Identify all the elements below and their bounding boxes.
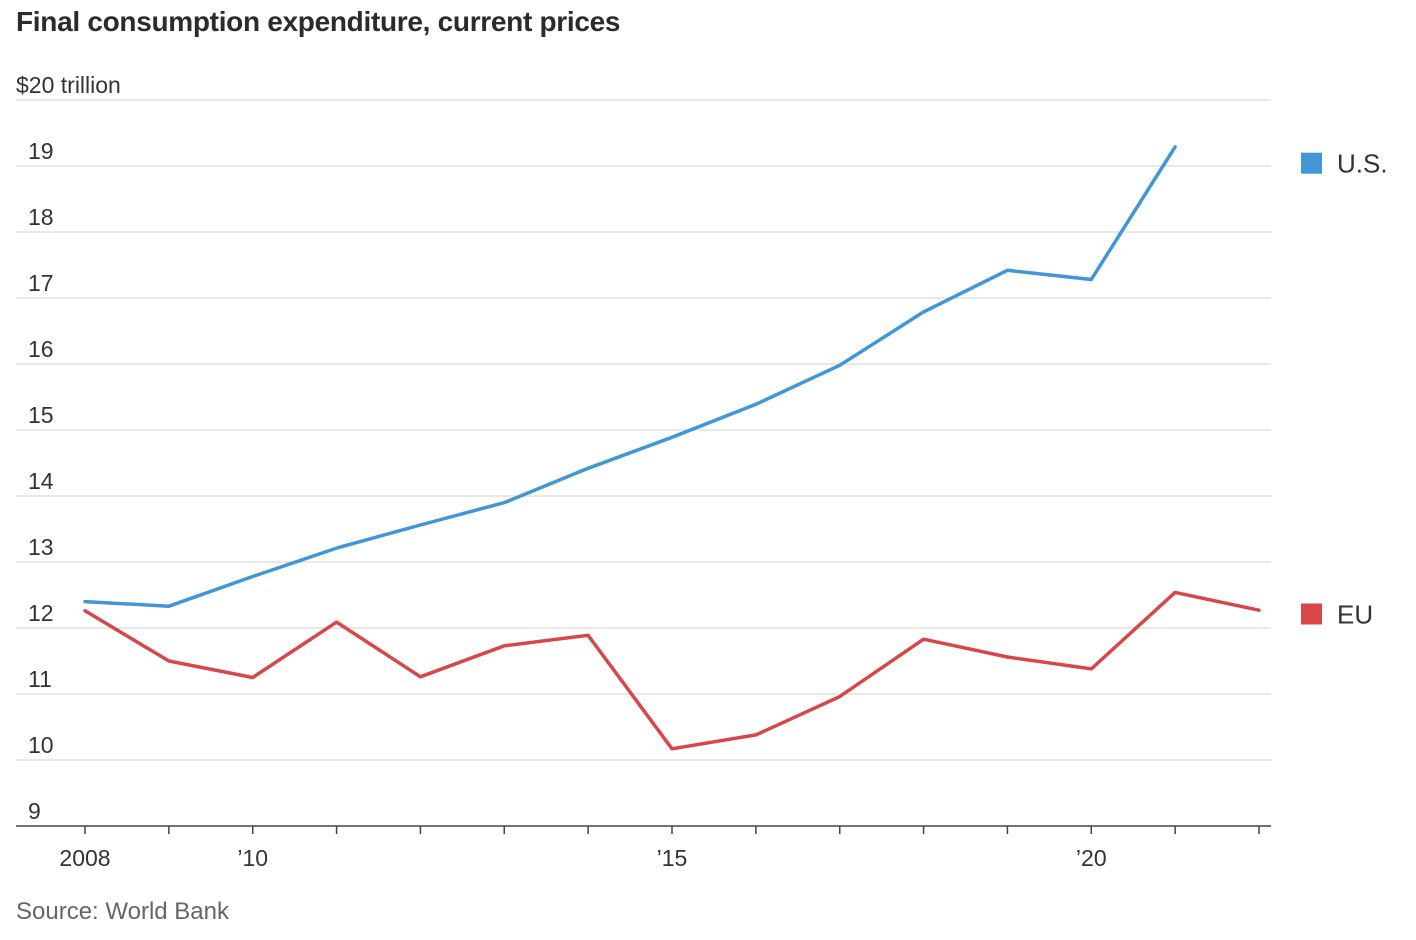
series-lines — [83, 145, 1261, 751]
y-tick-label-9: 9 — [28, 798, 41, 824]
legend-swatch-us — [1301, 152, 1322, 174]
source-note: Source: World Bank — [16, 898, 229, 925]
legend-label-us: U.S. — [1337, 149, 1388, 179]
x-axis: 2008 ’10 ’15 ’20 — [59, 826, 1260, 871]
y-tick-label-15: 15 — [28, 402, 54, 428]
chart-title: Final consumption expenditure, current p… — [16, 6, 621, 37]
legend-label-eu: EU — [1337, 599, 1373, 629]
y-axis-tick-labels: $20 trillion 19 18 17 16 15 14 13 12 11 10 9 — [16, 72, 121, 824]
x-tick-label-2020: ’20 — [1076, 845, 1107, 871]
y-tick-label-16: 16 — [28, 336, 54, 362]
y-tick-label-10: 10 — [28, 732, 54, 758]
y-tick-label-17: 17 — [28, 270, 54, 296]
x-tick-label-2008: 2008 — [59, 845, 110, 871]
y-tick-label-12: 12 — [28, 600, 54, 626]
legend: U.S. EU — [1301, 149, 1388, 629]
y-tick-label-19: 19 — [28, 138, 54, 164]
y-tick-label-18: 18 — [28, 204, 54, 230]
series-line-us — [83, 145, 1177, 608]
y-tick-label-14: 14 — [28, 468, 54, 494]
series-line-eu — [83, 590, 1261, 751]
y-tick-label-13: 13 — [28, 534, 54, 560]
gridlines — [16, 99, 1271, 827]
x-tick-label-2010: ’10 — [237, 845, 268, 871]
y-tick-label-20: $20 trillion — [16, 72, 121, 98]
legend-swatch-eu — [1301, 603, 1322, 625]
x-tick-label-2015: ’15 — [657, 845, 688, 871]
y-tick-label-11: 11 — [28, 666, 52, 692]
